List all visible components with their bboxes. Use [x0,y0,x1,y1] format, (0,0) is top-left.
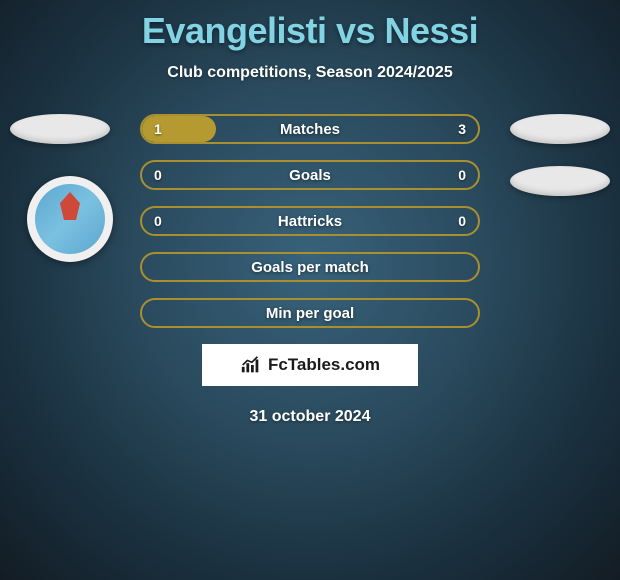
date-text: 31 october 2024 [0,408,620,426]
stat-bar: 1 3 Matches [140,114,480,144]
bar-label: Min per goal [266,305,354,322]
club-badge-shape [60,192,80,220]
source-logo: FcTables.com [202,344,418,386]
page-title: Evangelisti vs Nessi [0,0,620,52]
chart-icon [240,355,262,375]
subtitle: Club competitions, Season 2024/2025 [0,64,620,82]
bar-left-value: 1 [154,121,162,137]
bar-label: Matches [280,121,340,138]
player-slot-left [10,114,110,144]
stat-bar: Min per goal [140,298,480,328]
bar-right-value: 0 [458,167,466,183]
bar-left-value: 0 [154,167,162,183]
bar-label: Goals per match [251,259,369,276]
bar-label: Hattricks [278,213,342,230]
stat-bar: 0 0 Hattricks [140,206,480,236]
content-area: 1 3 Matches 0 0 Goals 0 0 Hattricks Goals per mat… [0,114,620,426]
source-logo-text: FcTables.com [268,355,380,375]
bar-right-value: 0 [458,213,466,229]
stat-bar: 0 0 Goals [140,160,480,190]
player-slot-right-2 [510,166,610,196]
club-badge-inner [35,184,105,254]
infographic-bg: Evangelisti vs Nessi Club competitions, … [0,0,620,580]
bar-left-value: 0 [154,213,162,229]
club-badge [27,176,113,262]
player-slot-right-1 [510,114,610,144]
stat-bar: Goals per match [140,252,480,282]
bar-right-value: 3 [458,121,466,137]
stat-bars: 1 3 Matches 0 0 Goals 0 0 Hattricks Goals per mat… [140,114,480,328]
bar-label: Goals [289,167,331,184]
